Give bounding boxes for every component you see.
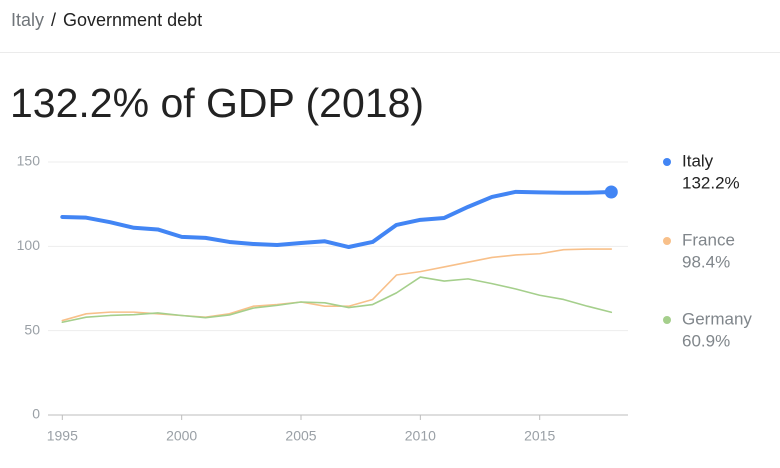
legend-name[interactable]: Italy: [682, 151, 714, 170]
legend-dot: [663, 237, 671, 245]
breadcrumb-separator: /: [51, 10, 57, 30]
x-tick-label: 1995: [47, 428, 78, 444]
legend-name[interactable]: Germany: [682, 309, 752, 328]
breadcrumb-parent[interactable]: Italy: [11, 10, 45, 30]
x-tick-label: 2005: [285, 428, 316, 444]
legend-value: 60.9%: [682, 331, 730, 350]
legend-value: 132.2%: [682, 173, 740, 192]
y-tick-label: 50: [24, 321, 40, 337]
line-france: [61, 248, 613, 322]
x-tick-label: 2000: [166, 428, 197, 444]
line-germany: [61, 276, 613, 324]
legend-name[interactable]: France: [682, 230, 735, 249]
y-tick-label: 100: [17, 237, 41, 253]
y-tick-label: 0: [32, 406, 40, 422]
x-tick-label: 2010: [405, 428, 436, 444]
legend-dot: [663, 158, 671, 166]
breadcrumb-current: Government debt: [63, 10, 203, 30]
breadcrumb: Italy / Government debt: [11, 10, 202, 31]
chart-title: 132.2% of GDP (2018): [10, 80, 425, 126]
y-tick-label: 150: [17, 153, 41, 169]
divider: [0, 52, 780, 53]
legend-value: 98.4%: [682, 252, 730, 271]
end-point: [604, 185, 618, 199]
line-italy: [60, 189, 614, 250]
legend-dot: [663, 316, 671, 324]
x-tick-label: 2015: [524, 428, 555, 444]
